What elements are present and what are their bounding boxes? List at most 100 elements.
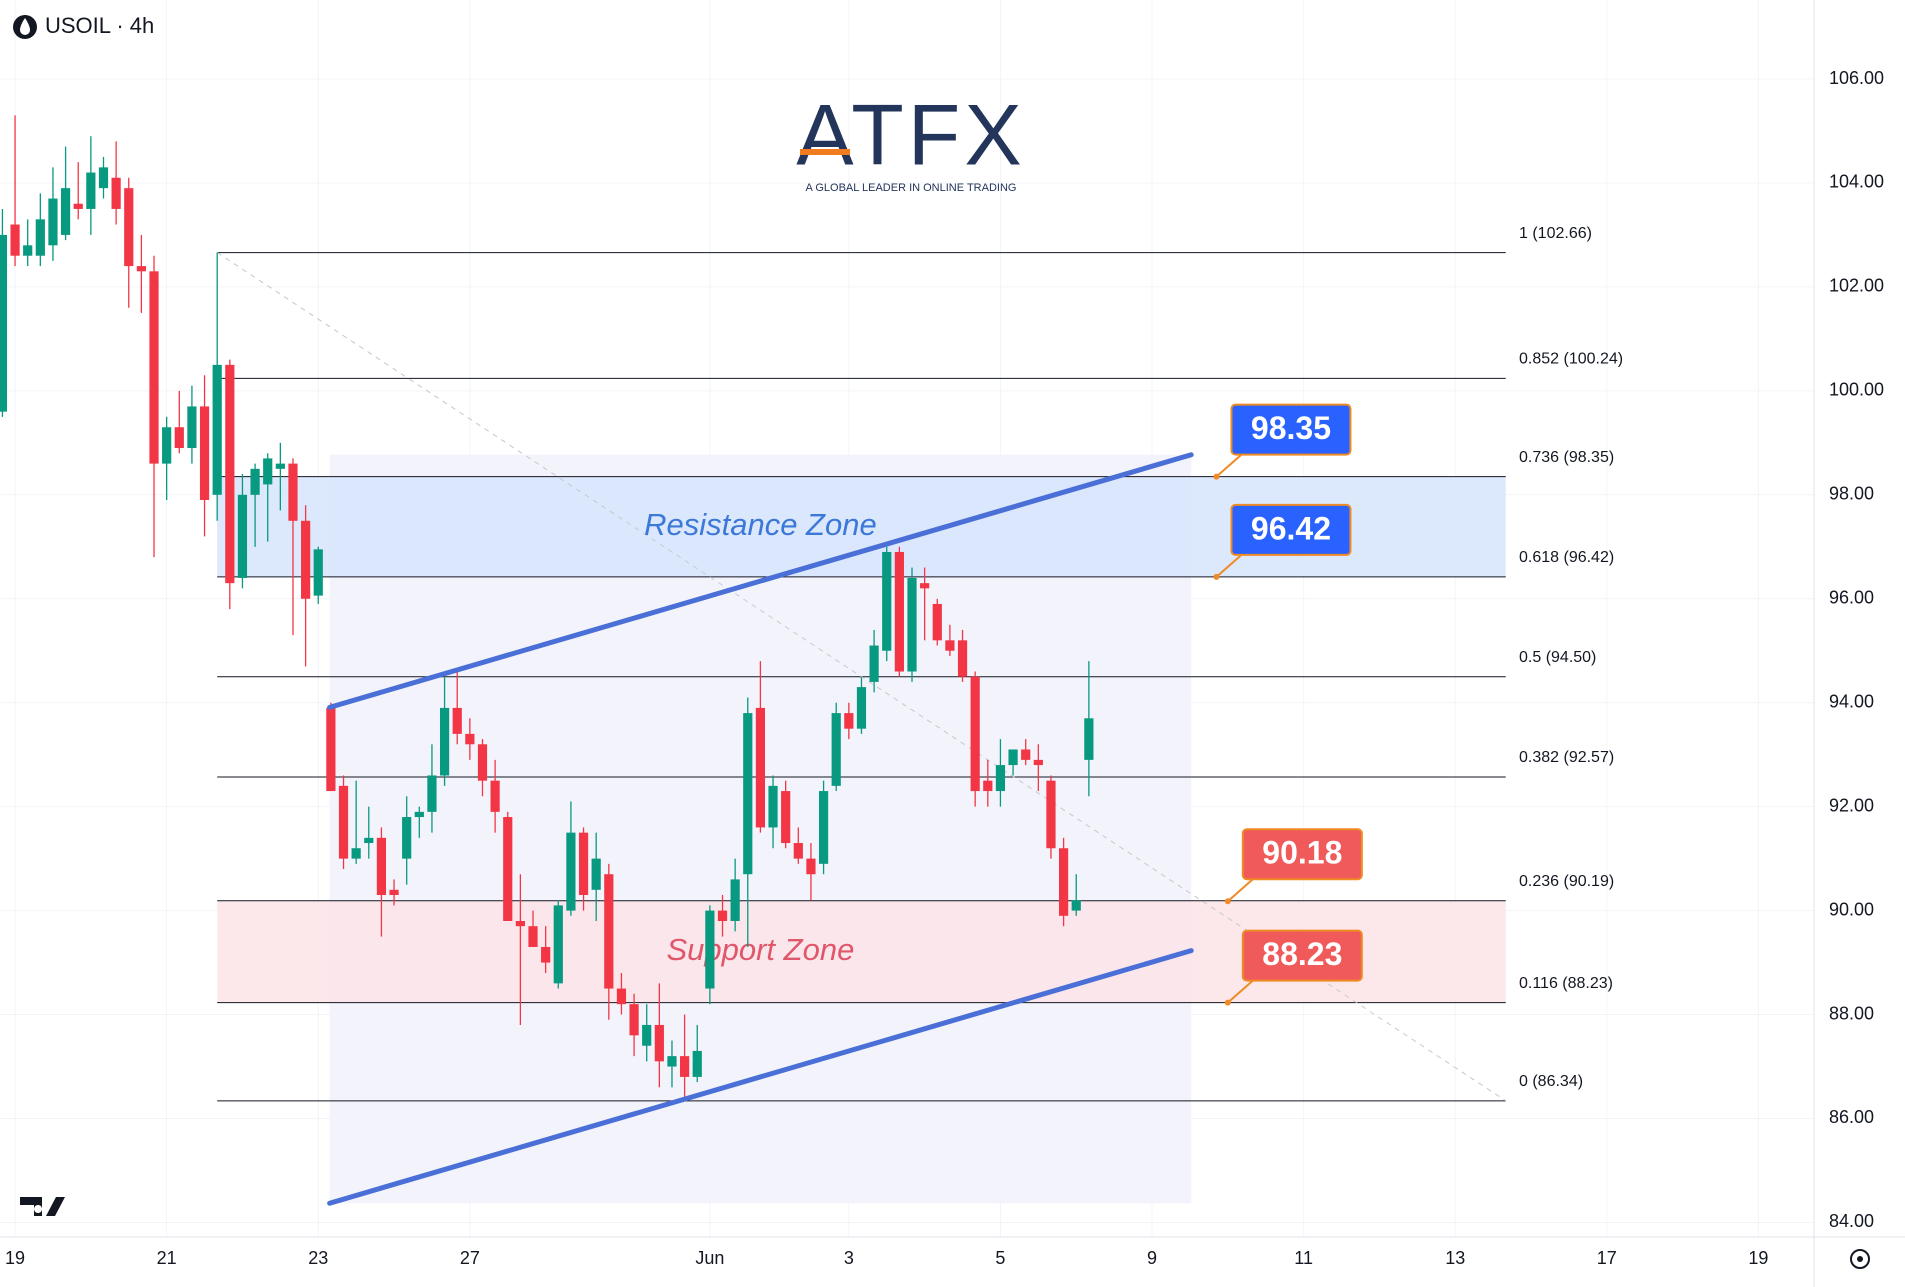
fib-label: 0.852 (100.24) xyxy=(1519,351,1623,368)
candle-body xyxy=(212,364,222,495)
candle-body xyxy=(149,271,159,464)
candle-body xyxy=(86,172,96,209)
fib-label: 0.382 (92.57) xyxy=(1519,749,1614,766)
candle-body xyxy=(162,427,172,464)
y-tick-label: 102.00 xyxy=(1829,276,1884,296)
candle-body xyxy=(250,468,260,495)
candle-body xyxy=(831,713,841,786)
candle-body xyxy=(793,843,803,859)
drop-icon xyxy=(20,18,30,35)
tag-anchor xyxy=(1224,898,1231,905)
y-tick-label: 84.00 xyxy=(1829,1211,1874,1231)
candle-body xyxy=(60,188,71,235)
candle-body xyxy=(957,640,968,677)
price-tag xyxy=(1230,503,1352,556)
tag-pointer xyxy=(1227,979,1254,1004)
x-tick-label: 19 xyxy=(1748,1248,1768,1268)
y-tick-label: 106.00 xyxy=(1829,68,1884,88)
candle-body xyxy=(351,848,361,859)
candle-body xyxy=(124,188,134,267)
candle-body xyxy=(553,905,563,984)
candle-body xyxy=(578,832,589,896)
x-tick-label: 21 xyxy=(157,1248,177,1268)
y-tick-label: 90.00 xyxy=(1829,899,1874,919)
candle-body xyxy=(541,946,551,963)
settings-icon[interactable] xyxy=(1850,1249,1870,1269)
candle-body xyxy=(768,785,778,828)
candle-body xyxy=(174,427,184,449)
price-tag-label: 90.18 xyxy=(1262,835,1342,871)
candle-body xyxy=(288,463,298,521)
candle-body xyxy=(920,583,930,589)
candle-body xyxy=(856,687,867,729)
candle-body xyxy=(1058,848,1069,916)
y-tick-label: 96.00 xyxy=(1829,587,1874,607)
candle-body xyxy=(616,988,627,1005)
candle-body xyxy=(1071,900,1081,911)
candle-body xyxy=(995,765,1006,792)
candle-body xyxy=(48,198,58,246)
candle-body xyxy=(10,224,20,256)
candle-body xyxy=(187,406,197,449)
x-tick-label: 19 xyxy=(5,1248,25,1268)
y-tick-label: 94.00 xyxy=(1829,691,1874,711)
candle-body xyxy=(414,811,424,818)
candle-body xyxy=(945,640,955,651)
candle-body xyxy=(199,406,210,500)
candle-body xyxy=(111,177,121,209)
candle-body xyxy=(983,780,993,792)
candle-body xyxy=(301,520,311,599)
candle-body xyxy=(932,603,942,641)
price-tag xyxy=(1241,929,1363,982)
candle-body xyxy=(806,858,816,875)
x-tick-label: 11 xyxy=(1294,1248,1313,1268)
candle-body xyxy=(73,203,83,209)
tag-anchor xyxy=(1213,573,1220,580)
fib-label: 0.236 (90.19) xyxy=(1519,873,1614,890)
y-tick-label: 86.00 xyxy=(1829,1107,1874,1127)
fib-label: 0.736 (98.35) xyxy=(1519,449,1614,466)
price-tag-label: 88.23 xyxy=(1262,936,1342,972)
fib-label: 0.116 (88.23) xyxy=(1519,975,1613,992)
candle-body xyxy=(528,926,538,947)
candle-body xyxy=(604,874,614,989)
candle-body xyxy=(755,707,766,828)
candle-body xyxy=(591,858,601,890)
y-tick-label: 98.00 xyxy=(1829,484,1874,504)
price-tag-label: 96.42 xyxy=(1251,510,1331,546)
x-tick-label: 3 xyxy=(844,1248,854,1268)
candle-body xyxy=(692,1050,702,1077)
x-tick-label: 23 xyxy=(308,1248,328,1268)
tag-anchor xyxy=(1213,473,1220,480)
candle-body xyxy=(136,266,146,272)
channel-line xyxy=(327,452,1194,710)
candle-body xyxy=(326,707,336,792)
candle-body xyxy=(629,1004,639,1036)
fib-label: 1 (102.66) xyxy=(1519,225,1592,242)
candle-body xyxy=(376,837,387,896)
candle-body xyxy=(907,577,917,672)
candle-body xyxy=(338,785,349,859)
candle-body xyxy=(717,910,728,921)
candle-body xyxy=(427,775,437,812)
candle-body xyxy=(35,219,45,256)
candle-body xyxy=(515,920,525,927)
candle-body xyxy=(743,713,753,875)
tag-pointer xyxy=(1215,554,1243,578)
candle-body xyxy=(477,744,488,781)
tag-pointer xyxy=(1215,453,1243,478)
zone-label: Support Zone xyxy=(666,932,854,967)
candle-body xyxy=(0,234,8,412)
tradingview-logo xyxy=(20,1197,65,1216)
candle-body xyxy=(566,832,576,911)
candle-body xyxy=(263,458,273,485)
candle-body xyxy=(275,463,285,469)
candle-body xyxy=(1021,749,1031,760)
y-tick-label: 100.00 xyxy=(1829,380,1884,400)
y-tick-label: 88.00 xyxy=(1829,1003,1874,1023)
x-tick-label: Jun xyxy=(695,1248,724,1268)
x-tick-label: 27 xyxy=(460,1248,480,1268)
candle-body xyxy=(970,676,980,792)
candle-body xyxy=(894,551,904,672)
